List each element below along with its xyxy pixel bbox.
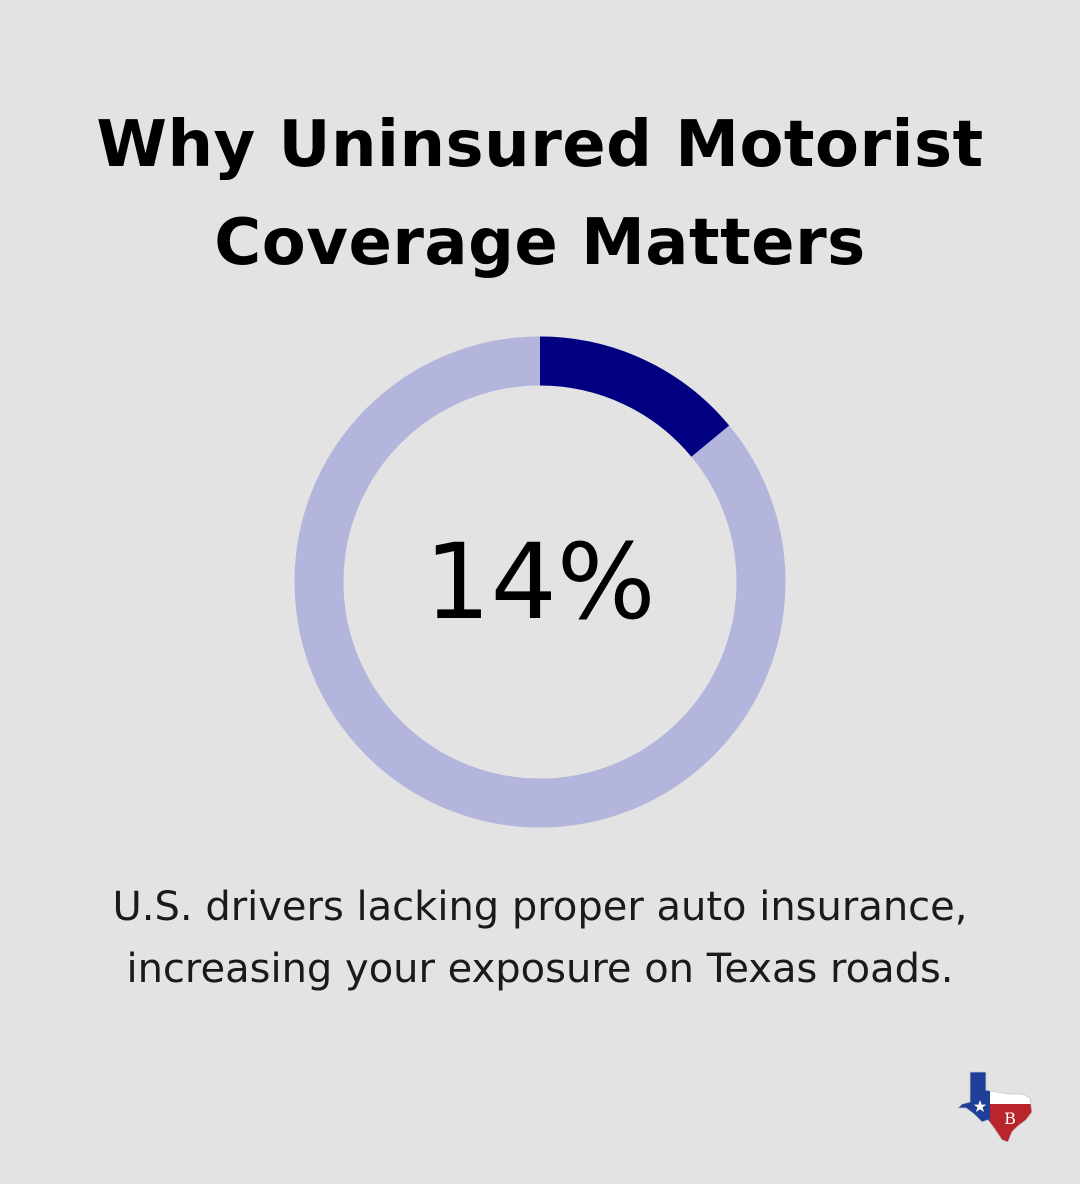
- caption-line-2: increasing your exposure on Texas roads.: [126, 946, 954, 992]
- logo-monogram: B: [1004, 1109, 1016, 1128]
- caption-line-1: U.S. drivers lacking proper auto insuran…: [112, 884, 968, 930]
- caption: U.S. drivers lacking proper auto insuran…: [40, 876, 1040, 1000]
- page-title: Why Uninsured Motorist Coverage Matters: [40, 96, 1040, 292]
- donut-value-segment: [539, 336, 730, 458]
- center-percent-label: 14%: [424, 521, 655, 643]
- donut-chart: 14%: [294, 336, 786, 828]
- title-line-1: Why Uninsured Motorist: [96, 108, 984, 182]
- title-line-2: Coverage Matters: [214, 206, 866, 280]
- texas-flag-map-icon: B: [957, 1071, 1033, 1143]
